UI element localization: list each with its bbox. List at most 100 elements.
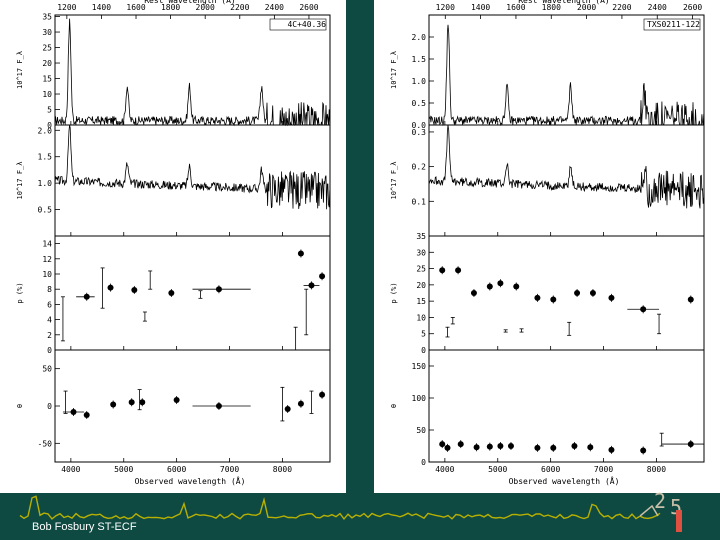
st-ecf-logo: 2 5 [640,489,682,532]
top-axis-label: Rest Wavelength (Å) [144,0,236,5]
y-tick-label: 15 [416,297,426,306]
data-point [455,267,462,274]
y-tick-label: 0 [421,458,426,467]
y-axis-label: 10^17 F_λ [390,51,398,89]
y-tick-label: 6 [47,300,52,309]
y-tick-label: 0 [47,121,52,130]
bottom-tick-label: 5000 [114,465,133,474]
y-axis-label: 10^17 F_λ [390,162,398,200]
y-tick-label: -50 [38,439,53,448]
data-point [107,284,114,291]
panel-frame-flux [428,14,705,126]
top-tick-label: 1800 [542,3,561,12]
y-tick-label: 1.5 [38,153,53,162]
y-tick-label: 12 [42,255,52,264]
data-point [457,441,464,448]
y-tick-label: 50 [42,365,52,374]
data-point [168,290,175,296]
panel-frame-pol-fraction [54,235,331,351]
top-tick-label: 1600 [506,3,525,12]
data-point [608,446,615,453]
data-point [587,444,594,451]
data-point [131,286,138,293]
y-tick-label: 1.0 [38,179,53,188]
data-point [284,405,291,412]
data-point [640,447,647,454]
data-point [319,391,326,398]
y-axis-label: θ [16,404,24,408]
top-tick-label: 1400 [92,3,111,12]
footer-author: Bob Fosbury ST-ECF [32,521,137,533]
data-point [497,280,504,287]
object-label-box [269,18,327,31]
y-tick-label: 35 [42,13,52,22]
y-tick-label: 4 [47,316,52,325]
data-point [687,296,694,303]
y-tick-label: 2 [47,331,52,340]
y-tick-label: 0.5 [38,206,53,215]
object-label-box [643,18,701,31]
y-tick-label: 20 [416,281,426,290]
object-label: 4C+40.36 [287,20,326,29]
y-tick-label: 0.0 [412,121,427,130]
data-point [470,290,477,296]
data-point [439,267,446,274]
bottom-tick-label: 4000 [61,465,80,474]
data-point [215,403,222,409]
bottom-tick-label: 8000 [273,465,292,474]
logo-stroke [640,504,659,517]
logo-red-bar [676,510,682,532]
y-tick-label: 1.5 [412,55,427,64]
top-tick-label: 2000 [196,3,215,12]
data-point [308,282,315,289]
y-tick-label: 0.1 [412,197,427,206]
spectrum-line-flux [54,18,331,127]
top-tick-label: 2600 [299,3,318,12]
y-tick-label: 8 [47,285,52,294]
top-tick-label: 2200 [612,3,631,12]
data-point [439,441,446,448]
y-axis-label: p (%) [390,282,398,303]
y-axis-label: θ [390,404,398,408]
data-point [473,444,480,451]
y-tick-label: 10 [42,270,52,279]
y-tick-label: 25 [42,44,52,53]
y-tick-label: 50 [416,426,426,435]
top-tick-label: 1400 [471,3,490,12]
data-point [687,441,694,448]
data-point [215,286,222,293]
top-tick-label: 2200 [230,3,249,12]
bottom-tick-label: 6000 [167,465,186,474]
data-point [534,444,541,451]
y-axis-label: 10^17 F_λ [16,51,24,89]
panel-frame-pol-angle [428,349,705,463]
y-tick-label: 35 [416,232,426,241]
bottom-tick-label: 6000 [541,465,560,474]
data-point [70,408,77,415]
panel-frame-flux [54,14,331,126]
y-tick-label: 15 [42,75,52,84]
bottom-axis-label: Observed wavelength (Å) [135,475,246,486]
top-tick-label: 2400 [265,3,284,12]
y-tick-label: 14 [42,240,52,249]
data-point [319,273,326,280]
panel-frame-pol-fraction [428,235,705,351]
data-point [444,444,451,451]
footer-spectrum-line [19,495,661,521]
data-point [110,401,117,408]
data-point [550,296,557,303]
bottom-tick-label: 7000 [594,465,613,474]
spectrum-line-flux-zoom [54,124,331,210]
top-tick-label: 2400 [648,3,667,12]
object-label: TXS0211-122 [647,20,700,29]
data-point [640,306,647,313]
spectrum-line-flux [428,24,705,127]
data-point [486,443,493,450]
data-point [497,443,504,449]
data-point [571,443,578,449]
y-tick-label: 25 [416,265,426,274]
bottom-tick-label: 5000 [488,465,507,474]
bottom-tick-label: 8000 [647,465,666,474]
y-axis-label: p (%) [16,282,24,303]
